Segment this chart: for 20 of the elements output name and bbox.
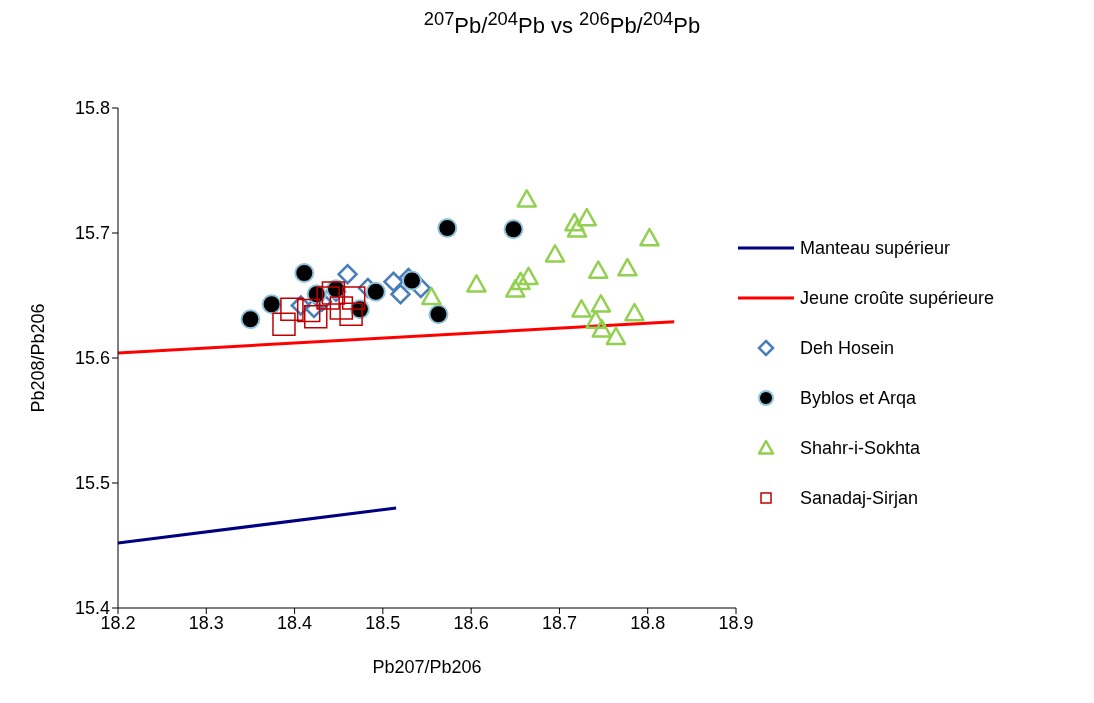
y-tick-label: 15.6 — [74, 348, 110, 369]
x-tick-label: 18.3 — [188, 612, 224, 633]
legend-label: Jeune croûte supérieure — [800, 287, 995, 309]
x-tick-label: 18.8 — [630, 612, 666, 633]
x-tick-label: 18.5 — [365, 612, 401, 633]
legend-label: Shahr-i-Sokhta — [800, 437, 921, 459]
x-axis-title: Pb207/Pb206 — [372, 657, 482, 677]
legend-label: Byblos et Arqa — [800, 387, 917, 409]
legend-label: Manteau supérieur — [800, 237, 951, 259]
legend-label: Deh Hosein — [800, 337, 895, 359]
x-tick-label: 18.7 — [541, 612, 577, 633]
y-tick-label: 15.7 — [74, 223, 110, 244]
x-tick-label: 18.6 — [453, 612, 489, 633]
legend-label: Sanadaj-Sirjan — [800, 487, 919, 509]
x-tick-label: 18.9 — [718, 612, 754, 633]
chart-title: $^{207}$Pb/$^{204}$Pb vs $^{206}$Pb/$^{204}$Pb — [423, 8, 701, 39]
x-tick-label: 18.4 — [277, 612, 313, 633]
y-tick-label: 15.8 — [74, 98, 110, 119]
y-tick-label: 15.5 — [74, 473, 110, 494]
y-axis-title: Pb208/Pb206 — [28, 303, 49, 413]
